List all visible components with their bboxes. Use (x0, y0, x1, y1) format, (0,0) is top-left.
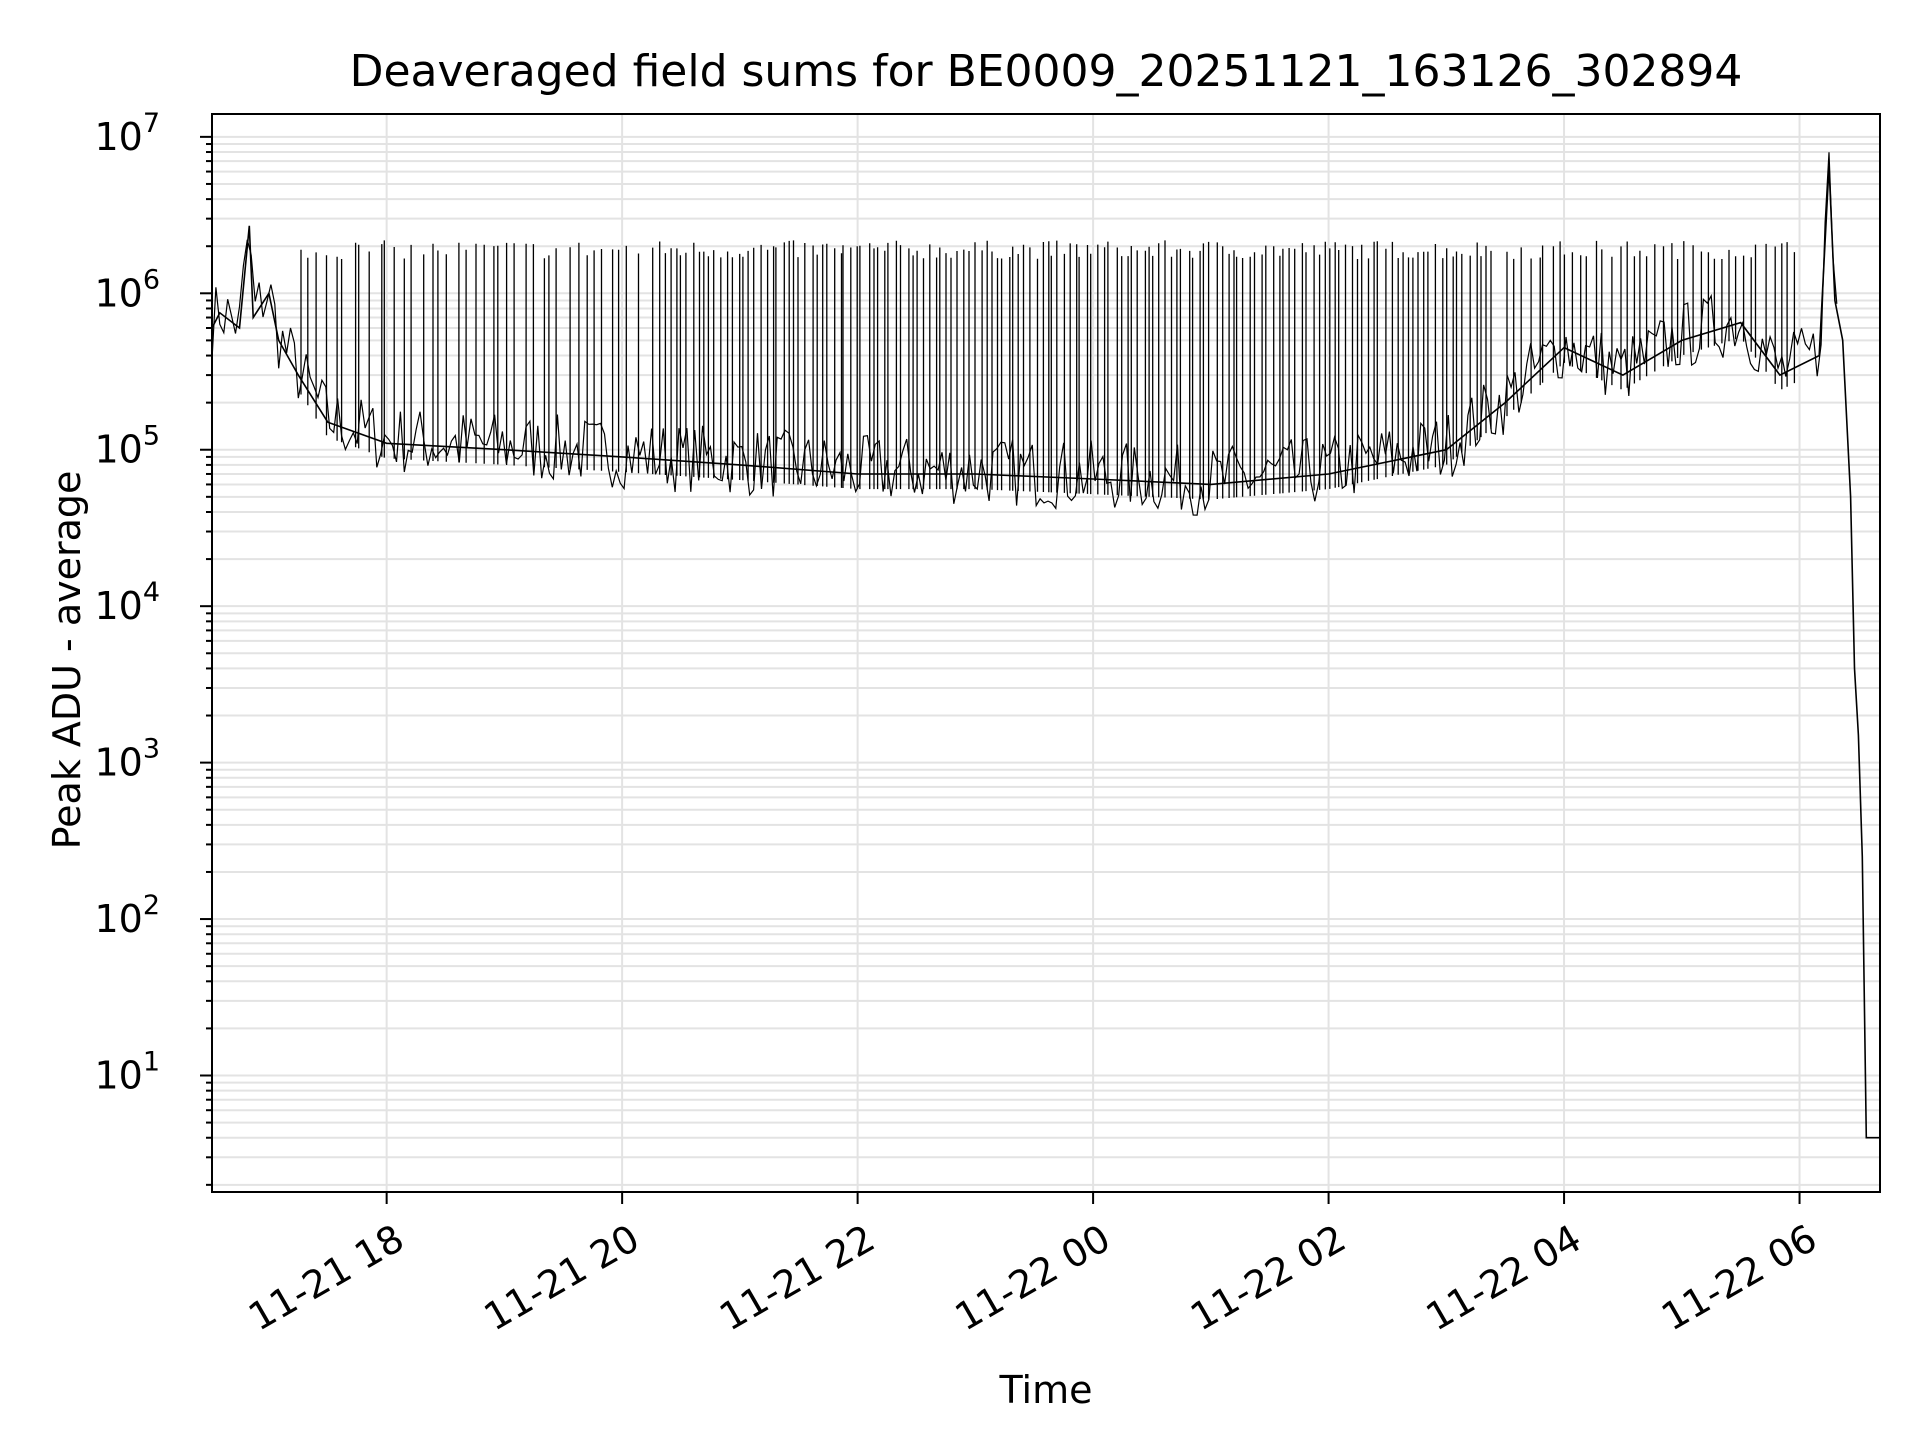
y-tick-label: 106 (94, 264, 160, 315)
trace-baseline-line (211, 166, 1880, 1139)
y-axis: 101 102 103 104 105 106 107 (94, 108, 212, 1186)
chart-title: Deaveraged field sums for BE0009_2025112… (350, 46, 1743, 97)
y-axis-label: Peak ADU - average (45, 471, 89, 850)
y-tick-label: 102 (94, 890, 160, 941)
y-tick-label: 104 (94, 577, 160, 628)
x-axis-label: Time (999, 1368, 1093, 1412)
trace-noise-line (211, 152, 1838, 516)
grid (212, 114, 1880, 1192)
data-series-trace (211, 152, 1880, 1139)
x-tick-label: 11-21 22 (712, 1216, 882, 1340)
x-tick-label: 11-21 20 (477, 1216, 647, 1340)
trace-spikes (300, 240, 1796, 500)
y-tick-label: 103 (94, 734, 160, 785)
x-tick-label: 11-22 06 (1654, 1216, 1824, 1340)
x-tick-label: 11-21 18 (241, 1216, 411, 1340)
x-tick-label: 11-22 00 (948, 1216, 1118, 1340)
y-tick-label: 107 (94, 108, 160, 159)
x-tick-label: 11-22 04 (1419, 1216, 1589, 1340)
y-tick-label: 105 (94, 421, 160, 472)
x-tick-label: 11-22 02 (1183, 1216, 1353, 1340)
x-axis: 11-21 18 11-21 20 11-21 22 11-22 00 11-22 02… (241, 1192, 1824, 1339)
y-tick-label: 101 (94, 1046, 160, 1097)
